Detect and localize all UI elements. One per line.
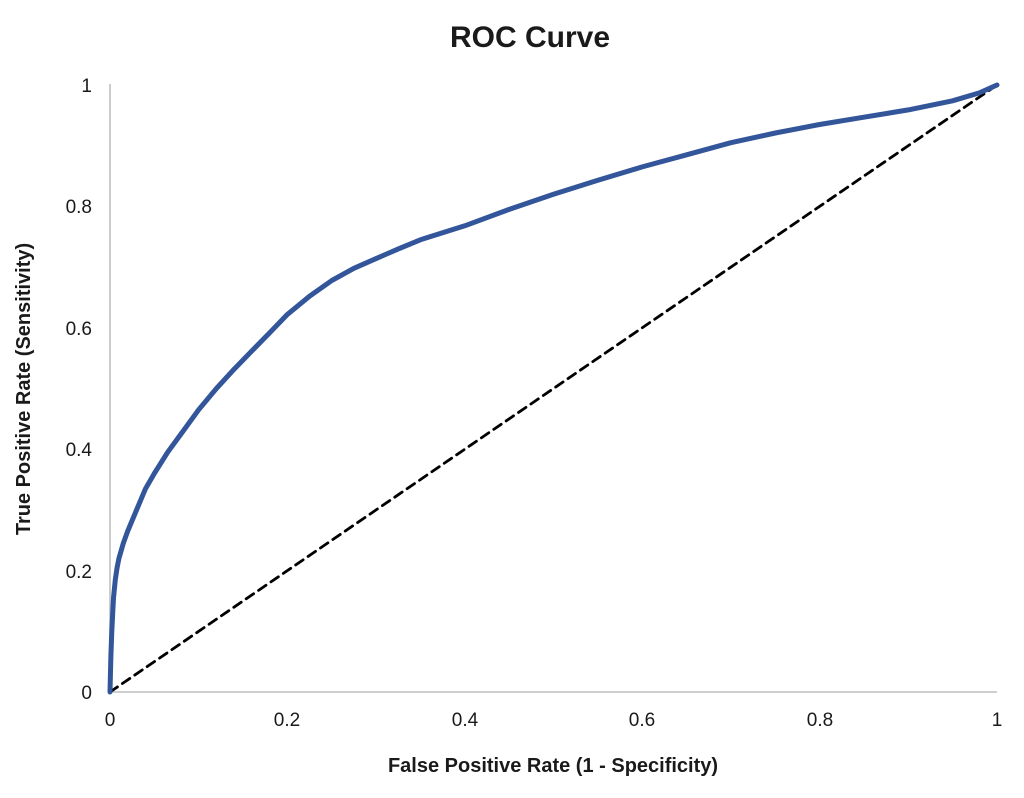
chance-diagonal-line — [108, 83, 999, 694]
roc-curve-line — [107, 82, 1000, 695]
x-axis-title: False Positive Rate (1 - Specificity) — [388, 755, 718, 777]
x-tick-label-0: 0 — [105, 710, 116, 731]
chart-title: ROC Curve — [450, 21, 610, 54]
y-tick-label-1: 0.2 — [66, 562, 92, 583]
x-tick-label-1: 0.2 — [274, 710, 300, 731]
x-tick-label-3: 0.6 — [629, 710, 655, 731]
y-tick-label-0: 0 — [81, 683, 92, 704]
x-tick-label-4: 0.8 — [807, 710, 833, 731]
y-axis-title: True Positive Rate (Sensitivity) — [13, 243, 35, 535]
x-tick-label-2: 0.4 — [452, 710, 479, 731]
x-tick-label-5: 1 — [992, 710, 1003, 731]
y-tick-label-3: 0.6 — [66, 319, 92, 340]
y-tick-label-2: 0.4 — [66, 440, 93, 461]
y-tick-label-4: 0.8 — [66, 197, 92, 218]
y-tick-label-5: 1 — [81, 76, 92, 97]
